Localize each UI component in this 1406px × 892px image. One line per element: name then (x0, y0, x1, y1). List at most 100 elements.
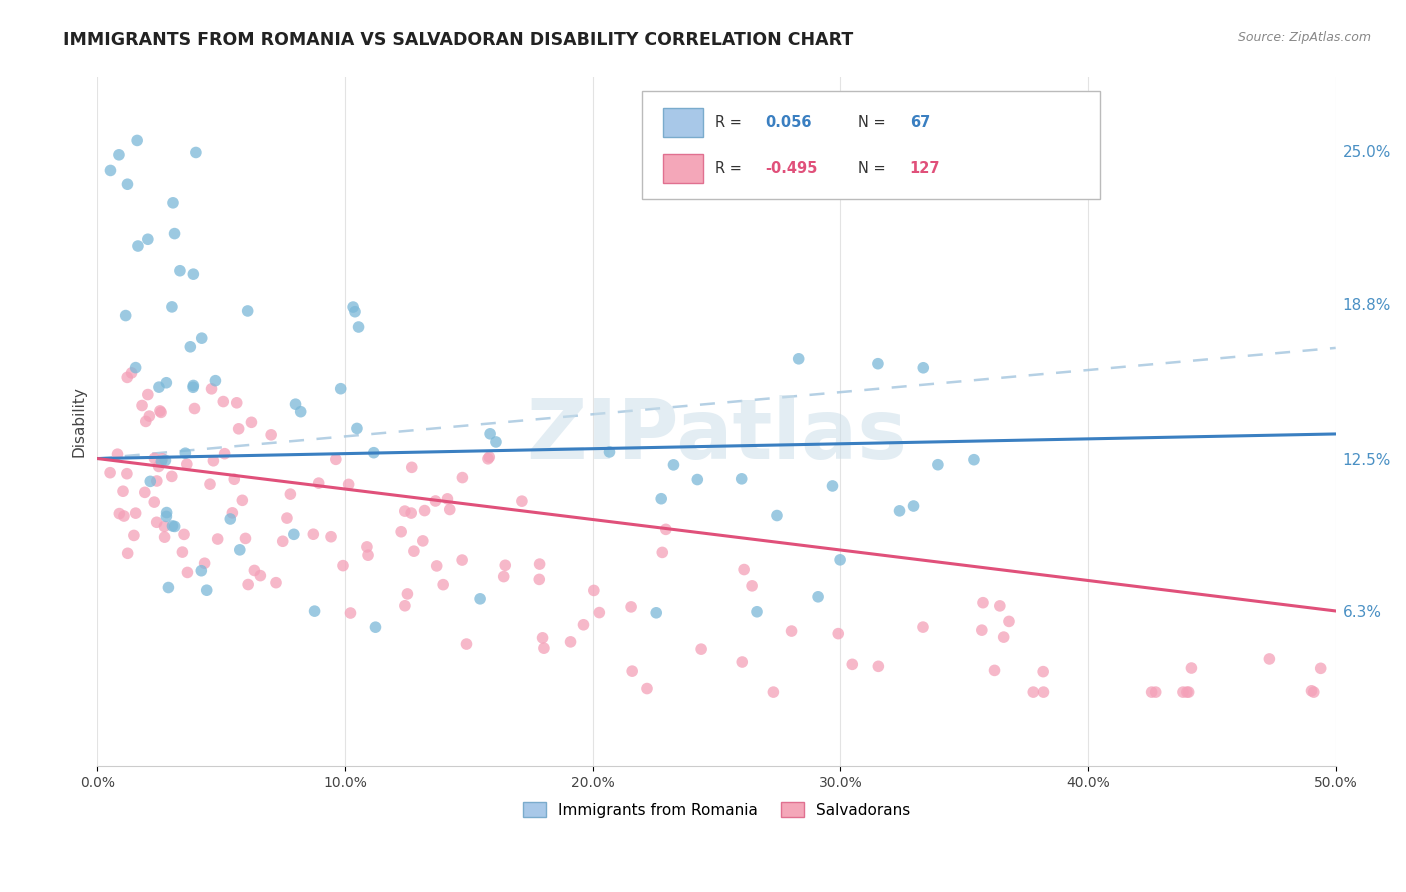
Point (662, 458, 685, 472)
Point (124, 506, 146, 520)
Point (1302, 685, 1324, 699)
Point (121, 366, 143, 380)
Point (155, 509, 177, 524)
Point (107, 447, 129, 461)
Point (903, 499, 925, 513)
Text: N =: N = (858, 115, 890, 130)
Point (163, 227, 186, 241)
Point (308, 476, 330, 491)
Point (413, 503, 436, 517)
Text: Source: ZipAtlas.com: Source: ZipAtlas.com (1237, 31, 1371, 45)
Point (124, 360, 146, 375)
Point (127, 239, 149, 253)
Point (302, 527, 325, 541)
Point (134, 485, 156, 500)
Point (745, 605, 768, 619)
Point (621, 664, 644, 678)
Point (195, 583, 218, 598)
Point (176, 566, 198, 580)
Text: 127: 127 (910, 161, 941, 176)
Point (582, 583, 605, 598)
Point (225, 396, 247, 410)
Point (143, 495, 166, 509)
Point (183, 267, 205, 281)
Point (866, 357, 889, 371)
Point (425, 494, 447, 508)
Point (111, 484, 134, 499)
Point (531, 631, 554, 645)
Point (155, 376, 177, 390)
Point (229, 542, 252, 557)
Point (401, 460, 423, 475)
Text: -0.495: -0.495 (765, 161, 817, 176)
Point (456, 637, 478, 651)
Point (304, 604, 326, 618)
Point (1175, 685, 1198, 699)
Text: IMMIGRANTS FROM ROMANIA VS SALVADORAN DISABILITY CORRELATION CHART: IMMIGRANTS FROM ROMANIA VS SALVADORAN DI… (63, 31, 853, 49)
Point (249, 568, 271, 582)
Point (1022, 685, 1045, 699)
Point (117, 546, 139, 560)
Point (219, 512, 242, 526)
Point (412, 533, 434, 548)
Point (139, 475, 162, 489)
Point (911, 620, 934, 634)
FancyBboxPatch shape (664, 108, 703, 136)
FancyBboxPatch shape (664, 153, 703, 183)
Point (150, 454, 173, 468)
Point (184, 145, 207, 160)
Point (780, 624, 803, 638)
Point (364, 620, 387, 634)
Point (342, 300, 364, 314)
Point (389, 524, 412, 539)
Point (821, 479, 844, 493)
Point (115, 370, 138, 384)
Point (339, 606, 361, 620)
Point (451, 553, 474, 567)
Point (645, 606, 668, 620)
Point (194, 556, 217, 570)
Point (394, 599, 416, 613)
Point (841, 657, 863, 672)
Point (478, 450, 501, 464)
Point (204, 374, 226, 388)
Point (636, 681, 658, 696)
FancyBboxPatch shape (643, 90, 1101, 199)
Point (733, 563, 755, 577)
Point (176, 457, 198, 471)
Point (290, 405, 312, 419)
Point (224, 472, 246, 486)
Point (179, 340, 201, 354)
Point (271, 534, 294, 549)
Point (529, 557, 551, 571)
Point (1032, 685, 1054, 699)
Point (117, 178, 139, 192)
Point (356, 540, 378, 554)
Point (160, 300, 183, 314)
Point (190, 564, 212, 578)
Point (807, 590, 830, 604)
Point (114, 309, 136, 323)
Point (494, 558, 516, 573)
Point (183, 378, 205, 392)
Point (146, 474, 169, 488)
Point (889, 504, 911, 518)
Point (160, 469, 183, 483)
Point (1171, 685, 1194, 699)
Point (135, 414, 157, 428)
Point (329, 382, 352, 396)
Point (212, 394, 235, 409)
Point (156, 506, 179, 520)
Point (346, 421, 368, 435)
Point (1177, 685, 1199, 699)
Point (131, 399, 153, 413)
Point (108, 148, 131, 162)
Point (284, 397, 307, 411)
Point (112, 509, 135, 524)
Point (426, 558, 449, 573)
Point (150, 405, 173, 419)
Point (731, 472, 754, 486)
Point (479, 426, 502, 441)
Point (650, 491, 672, 506)
Text: R =: R = (716, 161, 747, 176)
